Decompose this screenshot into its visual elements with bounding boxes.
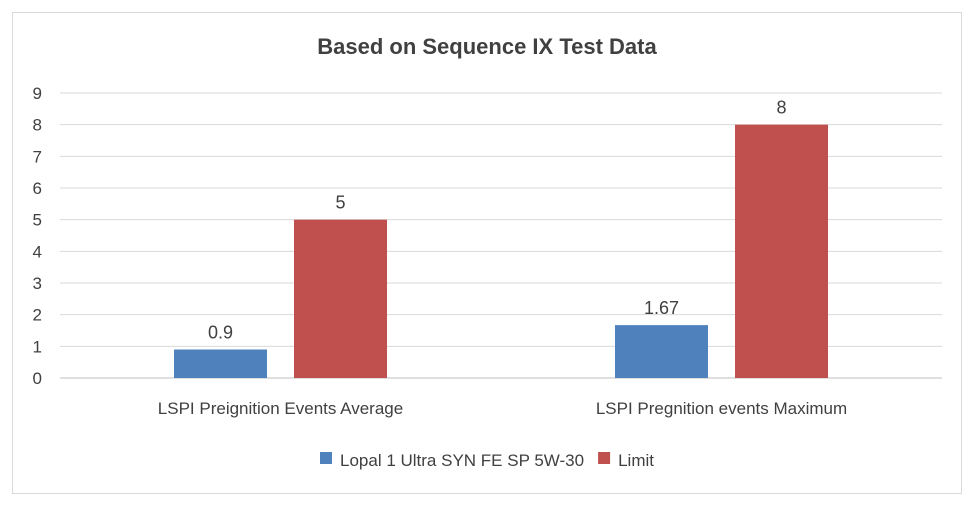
y-tick-label: 9 (33, 84, 42, 103)
y-tick-label: 8 (33, 116, 42, 135)
chart-title: Based on Sequence IX Test Data (317, 34, 657, 59)
y-tick-label: 0 (33, 369, 42, 388)
y-tick-label: 1 (33, 337, 42, 356)
legend-label: Limit (618, 451, 654, 470)
legend-swatch (598, 452, 611, 464)
y-tick-label: 2 (33, 306, 42, 325)
bar-product (174, 349, 267, 378)
data-label: 8 (776, 98, 786, 118)
y-axis-ticks: 0 1 2 3 4 5 6 7 8 9 (33, 84, 42, 388)
legend-label: Lopal 1 Ultra SYN FE SP 5W-30 (340, 451, 584, 470)
category-label: LSPI Preignition Events Average (158, 399, 403, 418)
x-axis-categories: LSPI Preignition Events Average LSPI Preg… (158, 399, 847, 418)
data-label: 1.67 (644, 298, 679, 318)
data-label: 0.9 (208, 323, 233, 343)
y-tick-label: 3 (33, 274, 42, 293)
legend-swatch (320, 452, 332, 464)
y-tick-label: 4 (33, 242, 42, 261)
data-labels: 0.9 5 1.67 8 (208, 98, 787, 343)
data-label: 5 (335, 193, 345, 213)
bar-limit (294, 219, 387, 378)
legend: Lopal 1 Ultra SYN FE SP 5W-30 Limit (320, 451, 654, 470)
bar-limit (735, 124, 828, 379)
category-label: LSPI Pregnition events Maximum (596, 399, 847, 418)
y-tick-label: 5 (33, 211, 42, 230)
bars (174, 124, 828, 379)
bar-product (615, 325, 708, 378)
y-tick-label: 7 (33, 147, 42, 166)
y-tick-label: 6 (33, 179, 42, 198)
